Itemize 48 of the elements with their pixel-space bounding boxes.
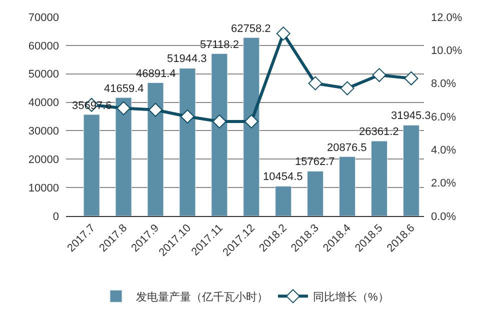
y2-tick-label: 4.0%: [431, 144, 456, 157]
legend-label: 同比增长（%）: [313, 290, 389, 304]
bar: [83, 114, 100, 216]
bar: [211, 53, 228, 216]
point: [340, 81, 354, 96]
bar: [179, 68, 196, 216]
data-label: 62758.2: [231, 23, 271, 35]
point: [180, 110, 194, 124]
y-tick-label: 0: [52, 210, 59, 223]
bar: [371, 140, 388, 216]
bar: [307, 170, 324, 216]
data-label: 31945.3: [391, 110, 431, 122]
data-label: 57118.2: [200, 39, 239, 51]
bar: [275, 186, 292, 216]
y2-tick-label: 0.0%: [431, 210, 456, 223]
y-tick-label: 10000: [28, 182, 59, 194]
y-tick-label: 60000: [28, 40, 59, 52]
y-tick-label: 70000: [28, 12, 59, 24]
y-tick-label: 50000: [28, 68, 59, 81]
data-label: 51944.3: [167, 53, 207, 65]
y2-tick-label: 12.0%: [431, 12, 462, 24]
data-label: 10454.5: [263, 171, 303, 183]
bar: [115, 97, 132, 216]
y2-tick-label: 10.0%: [431, 45, 462, 58]
y-tick-label: 30000: [28, 126, 59, 138]
y2-tick-label: 8.0%: [431, 78, 456, 90]
point: [372, 68, 386, 82]
point: [116, 101, 131, 116]
data-label: 26361.2: [359, 126, 399, 138]
bar: [147, 82, 164, 216]
point: [212, 114, 226, 128]
bar: [402, 124, 420, 216]
bar: [243, 37, 260, 216]
data-label: 15762.7: [295, 156, 335, 168]
point: [244, 114, 258, 128]
data-label: 46891.4: [136, 68, 176, 80]
y-tick-label: 40000: [28, 97, 59, 110]
data-label: 20876.5: [327, 142, 367, 154]
y2-tick-label: 2.0%: [431, 178, 456, 190]
bar: [339, 156, 356, 216]
point: [308, 76, 322, 90]
legend-label: 发电量产量（亿千瓦小时）: [136, 290, 268, 304]
point: [148, 102, 162, 117]
y-tick-label: 20000: [28, 154, 59, 166]
point: [404, 71, 418, 86]
point: [276, 26, 290, 41]
data-label: 41659.4: [104, 83, 144, 95]
y2-tick-label: 6.0%: [431, 111, 456, 124]
